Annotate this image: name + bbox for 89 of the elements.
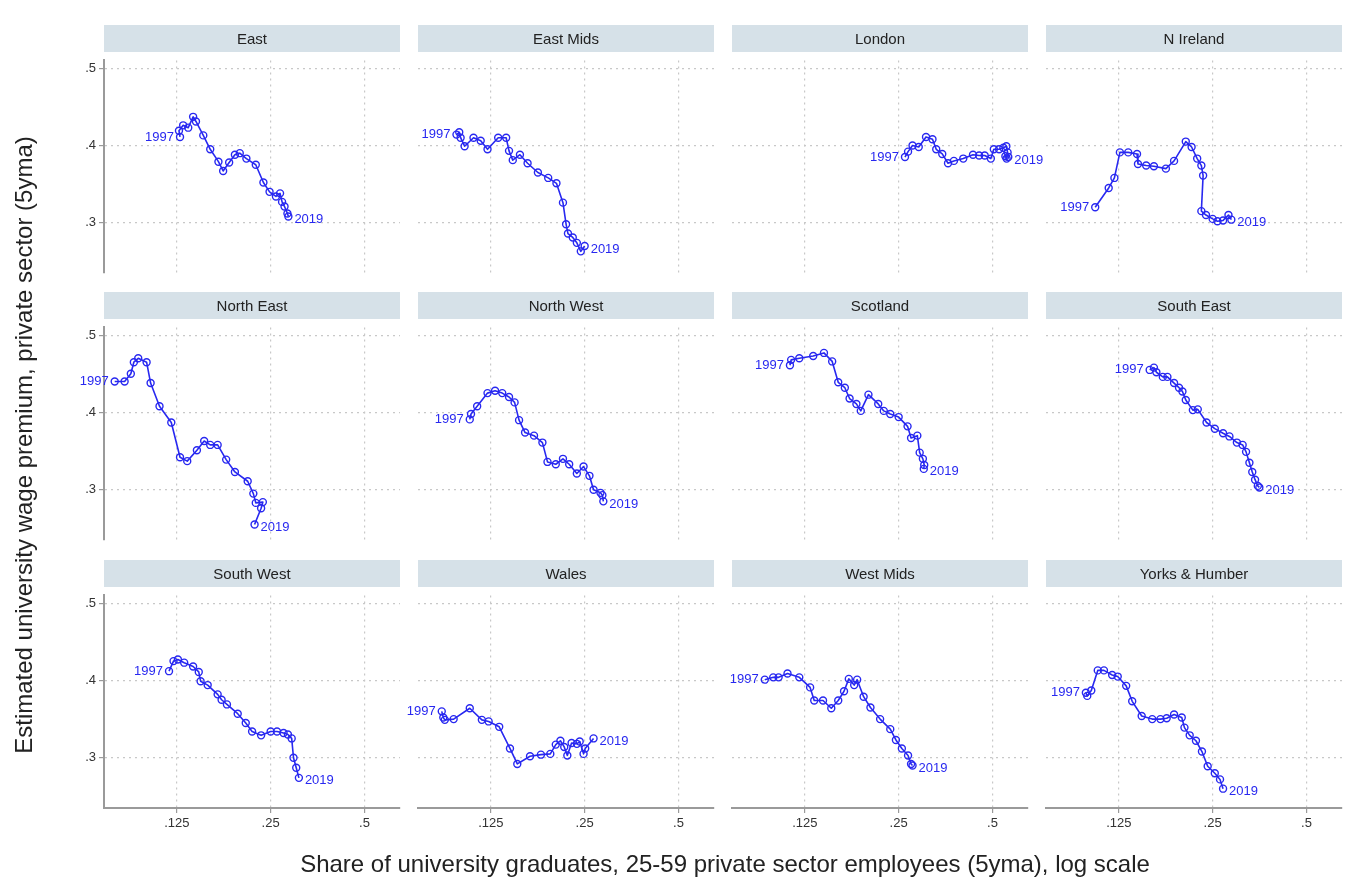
- point: [564, 460, 574, 469]
- point: [1197, 747, 1207, 756]
- chart-title: South East: [1046, 292, 1342, 319]
- point: [498, 388, 507, 398]
- annotation: 1997: [406, 702, 436, 718]
- x-tick-label: .25: [1203, 815, 1222, 831]
- point: [1191, 736, 1201, 745]
- point: [543, 457, 552, 467]
- point: [504, 392, 514, 402]
- point: [572, 469, 582, 478]
- annotation: 2019: [1265, 482, 1295, 498]
- point: [538, 438, 547, 447]
- point: [1093, 666, 1102, 675]
- point: [465, 415, 474, 424]
- annotation: 1997: [729, 671, 759, 687]
- y-tick-label: .5: [85, 594, 96, 610]
- point: [1087, 686, 1096, 695]
- point: [1203, 762, 1212, 771]
- point: [585, 471, 594, 481]
- x-tick-label: .125: [1106, 815, 1132, 831]
- annotation: 2019: [294, 211, 324, 227]
- chart-title: Yorks & Humber: [1046, 560, 1342, 587]
- annotation: 1997: [755, 356, 784, 372]
- y-tick-label: .5: [85, 326, 96, 342]
- chart-title: South West: [104, 560, 400, 587]
- annotation: 2019: [590, 240, 620, 256]
- chart-title: West Mids: [732, 560, 1028, 587]
- annotation: 1997: [870, 148, 899, 164]
- x-tick-label: .25: [889, 815, 908, 831]
- annotation: 2019: [918, 760, 948, 776]
- annotation: 1997: [434, 410, 464, 426]
- point: [1107, 670, 1117, 680]
- y-tick-label: .3: [85, 214, 96, 230]
- x-tick-label: .125: [792, 815, 818, 831]
- point: [1185, 731, 1194, 740]
- y-axis-title: Estimated university wage premium, private sector (5yma): [10, 136, 38, 754]
- annotation: 1997: [421, 126, 451, 142]
- point: [1113, 672, 1122, 681]
- point: [1121, 681, 1131, 691]
- annotation: 2019: [1229, 783, 1258, 799]
- y-tick-label: .4: [85, 404, 96, 420]
- point: [1099, 666, 1109, 675]
- chart-title: N Ireland: [1046, 25, 1342, 52]
- x-tick-label: .25: [575, 815, 594, 831]
- annotation: 2019: [929, 463, 959, 479]
- x-axis-title: Share of university graduates, 25-59 private sector employees (5yma), log scale: [299, 850, 1151, 878]
- point: [1137, 711, 1146, 721]
- y-tick-label: .3: [85, 481, 96, 497]
- x-tick-label: .125: [164, 815, 190, 831]
- chart-title: Wales: [418, 560, 714, 587]
- annotation: 1997: [1050, 684, 1080, 700]
- chart-title: Scotland: [732, 292, 1028, 319]
- annotation: 2019: [1014, 151, 1044, 167]
- point: [1215, 775, 1225, 784]
- x-tick-label: .5: [359, 815, 370, 831]
- point: [1128, 697, 1137, 706]
- x-tick-label: .5: [1301, 815, 1312, 831]
- point: [1210, 769, 1219, 778]
- chart-title: East Mids: [418, 25, 714, 52]
- annotation: 2019: [609, 495, 639, 511]
- y-tick-label: .3: [85, 749, 96, 765]
- point: [589, 485, 598, 494]
- chart-title: North West: [418, 292, 714, 319]
- x-tick-label: .5: [987, 815, 998, 831]
- x-tick-label: .5: [673, 815, 684, 831]
- annotation: 2019: [304, 772, 334, 788]
- annotation: 1997: [1060, 198, 1090, 214]
- y-tick-label: .5: [85, 59, 96, 75]
- point: [558, 454, 568, 464]
- point: [529, 431, 539, 440]
- annotation: 2019: [1237, 214, 1267, 230]
- annotation: 2019: [260, 519, 290, 535]
- annotation: 2019: [599, 733, 629, 748]
- point: [579, 462, 588, 471]
- x-tick-label: .125: [478, 815, 504, 831]
- point: [483, 388, 492, 398]
- y-tick-label: .4: [85, 672, 96, 688]
- annotation: 1997: [134, 662, 164, 678]
- chart-title: East: [104, 25, 400, 52]
- point: [490, 386, 500, 395]
- x-tick-label: .25: [261, 815, 280, 831]
- chart-title: North East: [104, 292, 400, 319]
- annotation: 1997: [1114, 361, 1144, 377]
- annotation: 1997: [145, 128, 175, 144]
- point: [510, 398, 519, 407]
- annotation: 1997: [79, 373, 109, 389]
- point: [551, 460, 560, 469]
- chart-title: London: [732, 25, 1028, 52]
- y-tick-label: .4: [85, 137, 96, 153]
